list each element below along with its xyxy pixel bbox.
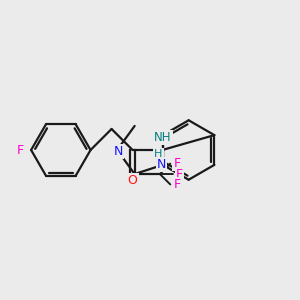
Text: N: N [114, 145, 123, 158]
Text: NH: NH [154, 131, 172, 144]
Text: N: N [157, 158, 166, 171]
Text: F: F [173, 157, 180, 170]
Text: O: O [128, 174, 137, 187]
Text: F: F [176, 167, 183, 181]
Text: F: F [16, 143, 23, 157]
Text: F: F [173, 178, 180, 191]
Text: H: H [154, 148, 163, 159]
